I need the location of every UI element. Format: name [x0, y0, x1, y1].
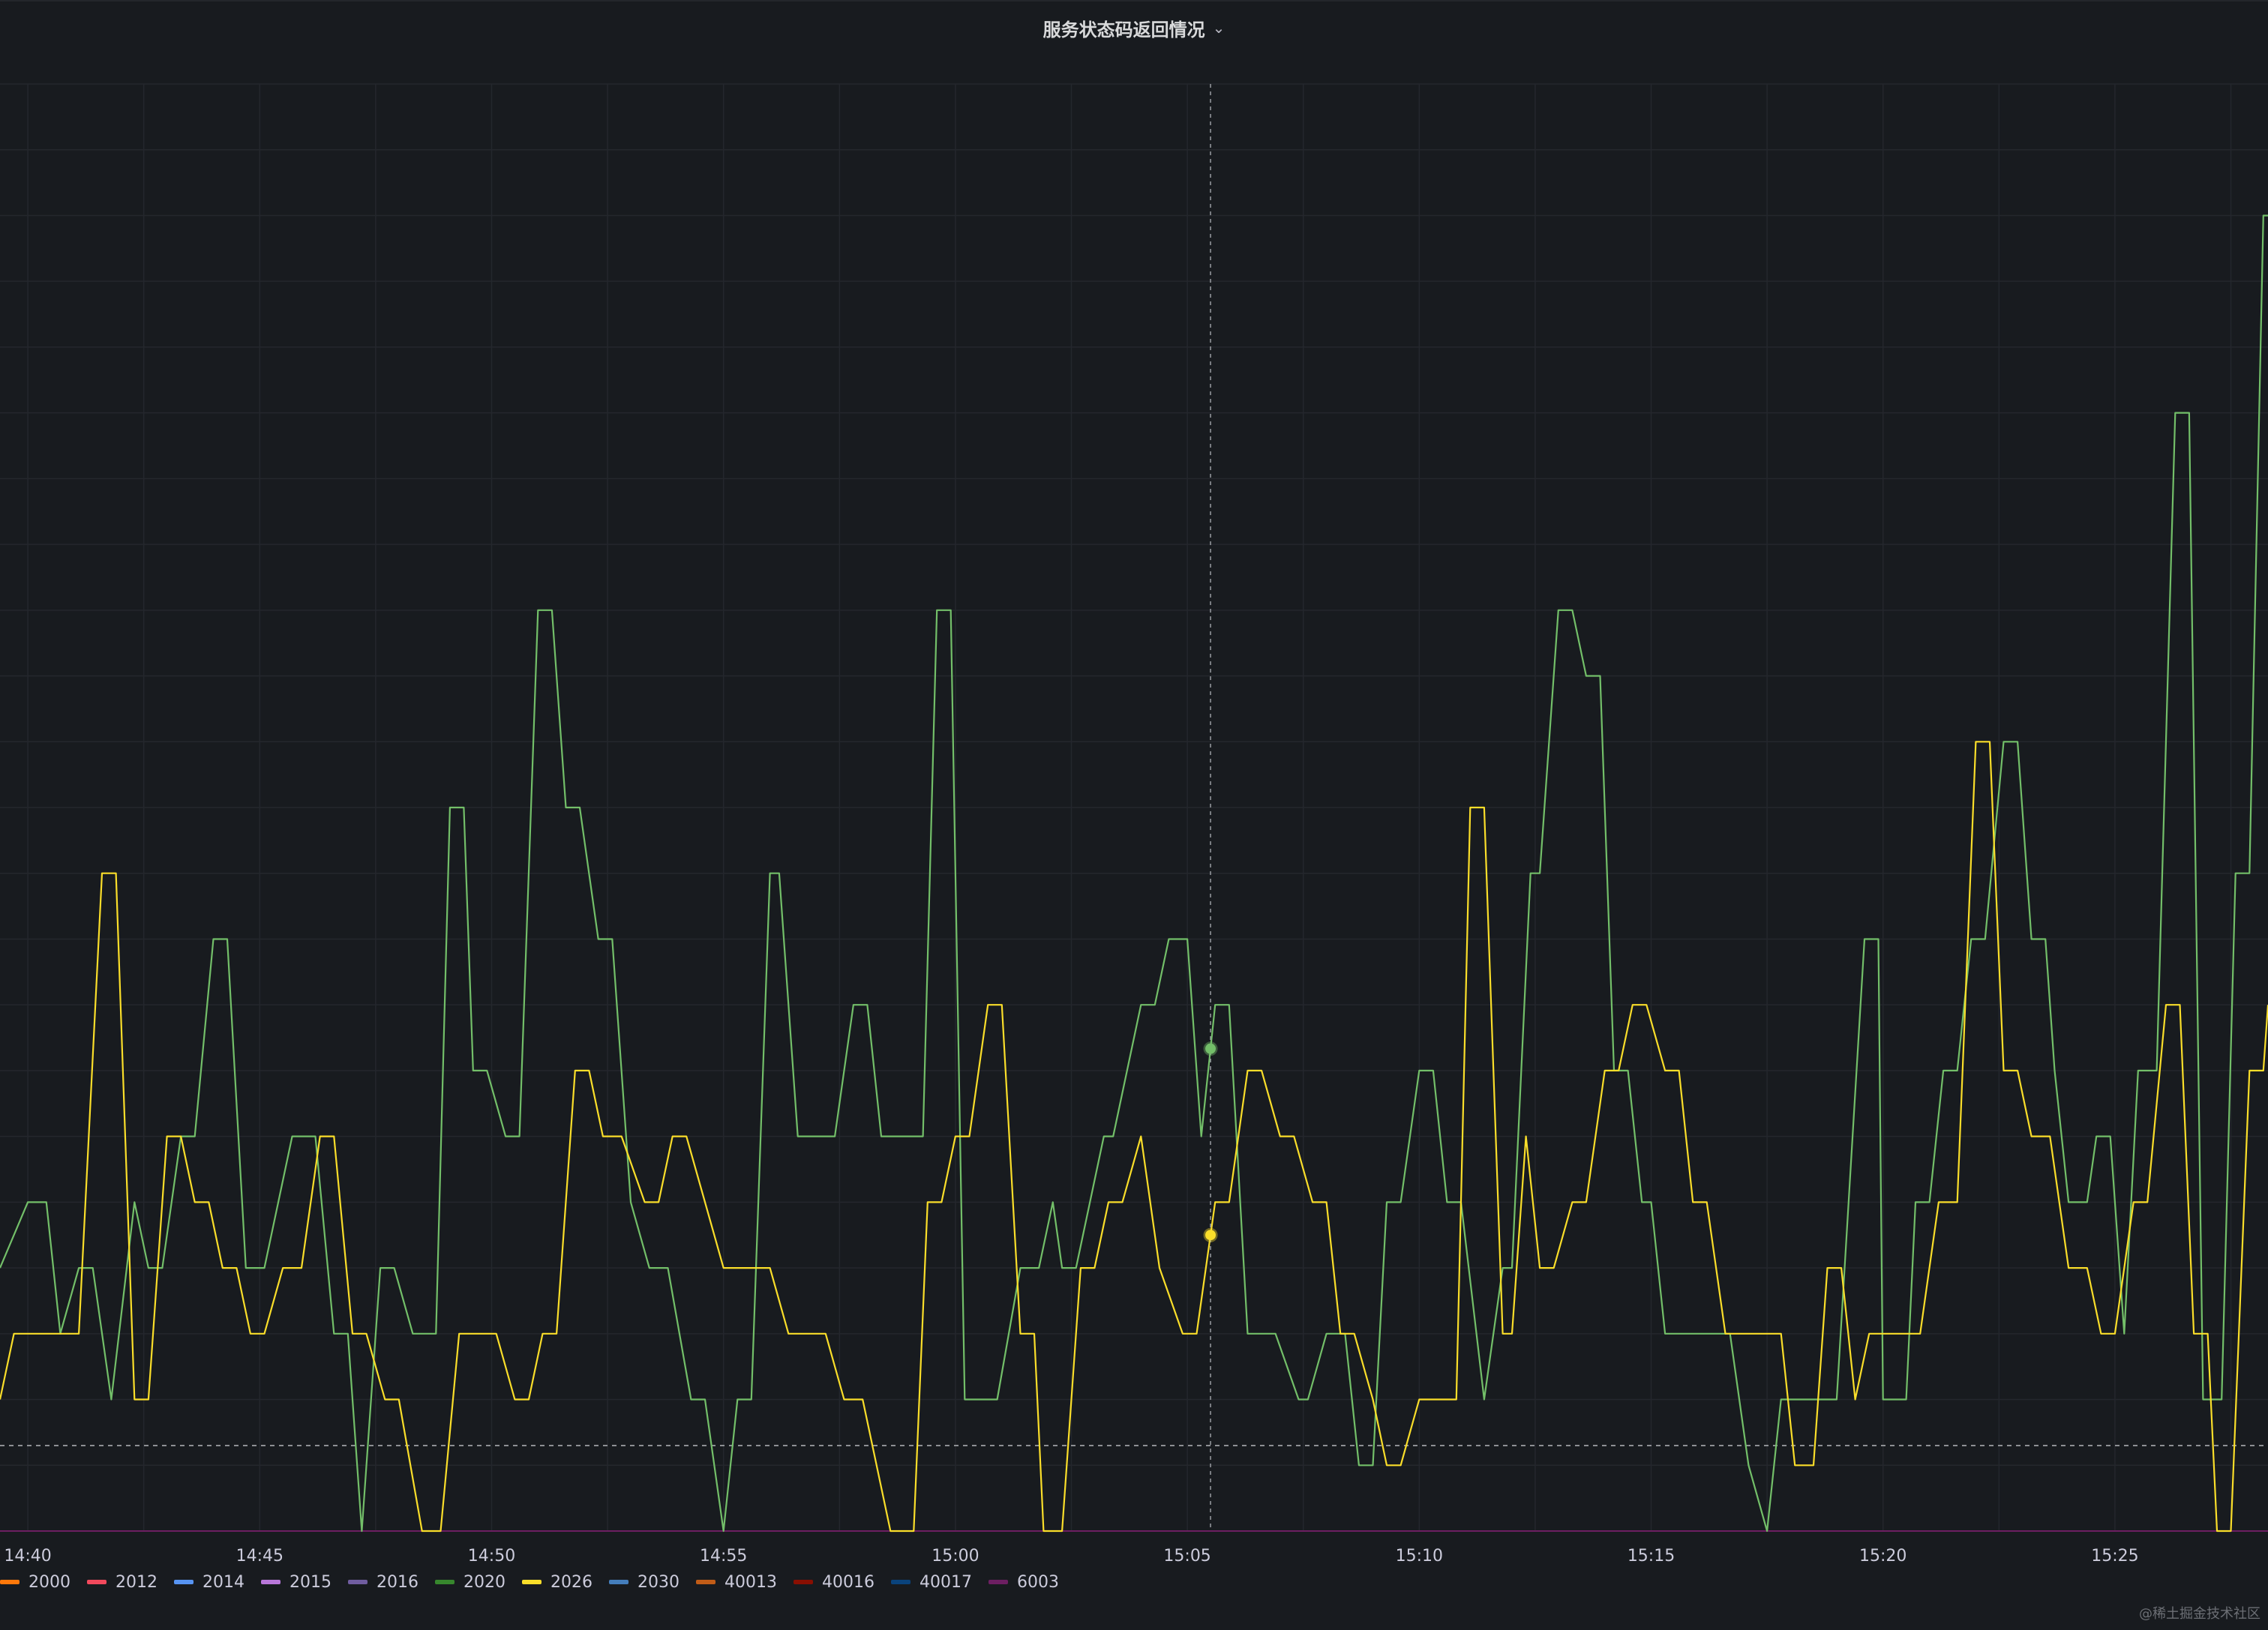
legend-label: 2015: [290, 1572, 332, 1592]
legend-label: 2014: [202, 1572, 244, 1592]
legend-label: 2012: [116, 1572, 158, 1592]
x-tick-label: 15:25: [2091, 1547, 2138, 1566]
x-tick-label: 15:00: [932, 1547, 979, 1566]
panel-title[interactable]: 服务状态码返回情况: [1042, 19, 1205, 40]
series-lines: [0, 214, 2268, 1533]
panel-title-menu[interactable]: 服务状态码返回情况 ⌄: [1043, 15, 1226, 41]
legend-item-2015[interactable]: 2015: [261, 1573, 332, 1592]
watermark: @稀土掘金技术社区: [2139, 1606, 2260, 1622]
legend: 2000 2012 2014 2015 2016 2020 2026 2030 40013 400…: [0, 1569, 1076, 1596]
legend-swatch: [348, 1580, 368, 1584]
legend-label: 40017: [920, 1572, 972, 1592]
x-tick-label: 15:10: [1396, 1547, 1443, 1566]
legend-item-40013[interactable]: 40013: [696, 1573, 777, 1592]
x-tick-label: 14:40: [4, 1547, 51, 1566]
legend-item-40016[interactable]: 40016: [794, 1573, 874, 1592]
legend-swatch: [794, 1580, 813, 1584]
legend-swatch: [696, 1580, 716, 1584]
x-axis-ticks: 14:40 14:45 14:50 14:55 15:00 15:05 15:10 15:15…: [4, 1547, 2138, 1566]
legend-label: 40016: [822, 1572, 874, 1592]
series-line-2026: [0, 741, 2268, 1533]
legend-item-2012[interactable]: 2012: [87, 1573, 158, 1592]
legend-swatch: [87, 1580, 106, 1584]
legend-item-2020[interactable]: 2020: [435, 1573, 506, 1592]
legend-item-2014[interactable]: 2014: [174, 1573, 244, 1592]
legend-label: 6003: [1017, 1572, 1059, 1592]
legend-item-2026[interactable]: 2026: [522, 1573, 592, 1592]
x-tick-label: 15:15: [1628, 1547, 1675, 1566]
grid-lines: [0, 83, 2268, 1532]
legend-label: 2030: [638, 1572, 680, 1592]
legend-item-40017[interactable]: 40017: [891, 1573, 972, 1592]
legend-swatch: [261, 1580, 280, 1584]
legend-item-2016[interactable]: 2016: [348, 1573, 418, 1592]
legend-swatch: [522, 1580, 542, 1584]
crosshair-point-2026: [1203, 1227, 1218, 1242]
panel-header: 服务状态码返回情况 ⌄: [0, 9, 2268, 46]
x-tick-label: 15:05: [1163, 1547, 1210, 1566]
x-tick-label: 14:55: [700, 1547, 747, 1566]
legend-swatch: [609, 1580, 628, 1584]
legend-item-6003[interactable]: 6003: [988, 1573, 1059, 1592]
x-tick-label: 14:45: [236, 1547, 284, 1566]
series-line-2020: [0, 214, 2268, 1533]
legend-swatch: [435, 1580, 454, 1584]
legend-label: 2016: [376, 1572, 418, 1592]
chevron-down-icon[interactable]: ⌄: [1212, 19, 1226, 37]
legend-swatch: [988, 1580, 1008, 1584]
crosshair: [1203, 84, 1218, 1531]
x-tick-label: 15:20: [1859, 1547, 1906, 1566]
time-series-plot[interactable]: 14:40 14:45 14:50 14:55 15:00 15:05 15:10 15:15…: [0, 1, 2268, 1569]
legend-swatch: [891, 1580, 910, 1584]
x-tick-label: 14:50: [468, 1547, 515, 1566]
legend-swatch: [174, 1580, 194, 1584]
legend-label: 2000: [28, 1572, 70, 1592]
legend-label: 2020: [464, 1572, 506, 1592]
legend-item-2000[interactable]: 2000: [0, 1573, 70, 1592]
legend-item-2030[interactable]: 2030: [609, 1573, 680, 1592]
legend-swatch: [0, 1580, 20, 1584]
legend-label: 40013: [724, 1572, 777, 1592]
legend-label: 2026: [550, 1572, 592, 1592]
crosshair-point-2020: [1203, 1041, 1218, 1056]
